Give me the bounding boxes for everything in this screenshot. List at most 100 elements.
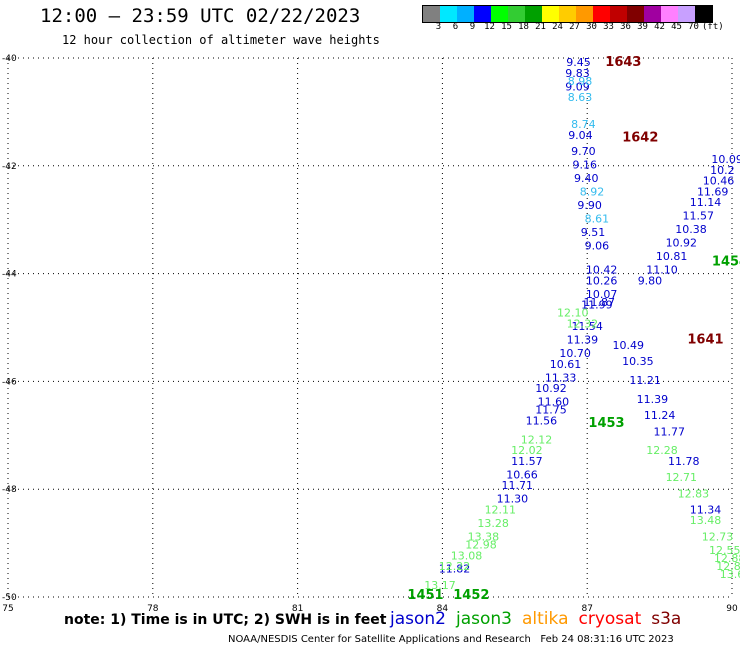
swh-point-label: 11.33	[545, 371, 577, 384]
color-scale-label: 18	[518, 22, 529, 32]
swh-point-label: 12.12	[521, 433, 553, 446]
color-scale-label: 15	[501, 22, 512, 32]
color-swatch	[695, 6, 712, 22]
swh-point-label: 10.38	[675, 223, 707, 236]
swh-point-label: 11.57	[511, 455, 543, 468]
color-scale-label: 9	[469, 22, 476, 32]
color-swatch	[627, 6, 644, 22]
color-scale-label: 21	[535, 22, 546, 32]
pass-time-label: 1641	[687, 333, 723, 348]
pass-labels: 1643 1642 1641 1454 1453 1452 1451	[407, 55, 740, 603]
swh-point-label: 10.49	[612, 339, 644, 352]
color-swatch	[610, 6, 627, 22]
pass-time-label: 1452	[453, 588, 489, 603]
swh-point-label: 11.39	[567, 334, 599, 347]
color-scale-label: 3	[435, 22, 442, 32]
color-swatch	[423, 6, 440, 22]
color-scale-label: 42	[654, 22, 665, 32]
color-scale-label: 36	[620, 22, 631, 32]
swh-point-label: 8.63	[568, 91, 593, 104]
swh-point-label: 11.87	[584, 296, 616, 309]
y-tick-label: -50	[2, 593, 17, 603]
swh-point-label: 9.09	[565, 80, 590, 93]
swh-point-label: 12.02	[511, 444, 543, 457]
axis-ticks: 75 78 81 84 87 90 -40 -42 -44 -46 -48 -50	[2, 54, 738, 614]
swh-point-label: 10.35	[622, 355, 654, 368]
swh-point-label: 10.92	[535, 382, 567, 395]
swh-point-label: 12.80	[716, 560, 740, 573]
swh-point-label: 12.28	[646, 444, 678, 457]
color-scale-label: 45	[671, 22, 682, 32]
swh-point-label: 12.10	[557, 307, 589, 320]
swh-point-label: 10.26	[586, 274, 618, 287]
y-tick-label: -40	[2, 54, 17, 64]
color-scale-bar	[422, 5, 713, 23]
swh-point-label: 13.38	[468, 530, 500, 543]
x-tick-label: 78	[147, 604, 159, 614]
swh-point-label: 11.56	[526, 415, 558, 428]
swh-point-label: 13.28	[477, 517, 509, 530]
swh-point-label: 12.22	[439, 560, 471, 573]
color-swatch	[559, 6, 576, 22]
swh-point-label: 9.80	[638, 274, 663, 287]
color-swatch	[474, 6, 491, 22]
swh-point-label: 13.6	[720, 568, 740, 581]
swh-point-label: 11.24	[644, 409, 676, 422]
credit-text: NOAA/NESDIS Center for Satellite Applica…	[228, 634, 674, 645]
swh-point-label: 10.70	[559, 347, 591, 360]
legend-jason2: jason2	[390, 609, 446, 629]
swh-point-label: 13.17	[424, 579, 456, 592]
swh-point-label: 9.83	[565, 67, 590, 80]
swh-point-label: 10.81	[656, 250, 688, 263]
data-labels: 9.459.839.09 9.04 9.709.169.40 9.90 9.519.06…	[424, 56, 740, 592]
legend-altika: altika	[522, 609, 569, 629]
legend-s3a: s3a	[651, 609, 682, 629]
swh-point-label: 11.77	[654, 425, 686, 438]
swh-point-label: 12.55	[709, 544, 740, 557]
swh-point-label: 12.88	[714, 552, 740, 565]
swh-point-label: 9.04	[568, 129, 593, 142]
swh-point-label: 12.83	[678, 487, 710, 500]
swh-point-label: 12.71	[666, 471, 698, 484]
y-tick-label: -44	[2, 270, 17, 280]
swh-point-label: 11.21	[629, 374, 661, 387]
swh-point-label: 12.32	[567, 318, 599, 331]
swh-point-label: 11.60	[538, 396, 570, 409]
color-swatch	[593, 6, 610, 22]
legend-cryosat: cryosat	[578, 609, 642, 629]
color-scale-label: 27	[569, 22, 580, 32]
swh-point-label: 9.90	[577, 199, 602, 212]
swh-point-label: 11.30	[497, 493, 529, 506]
color-scale-label: (ft)	[702, 22, 724, 32]
swh-point-label: 8.61	[585, 212, 610, 225]
color-swatch	[457, 6, 474, 22]
swh-point-label: 8.92	[580, 185, 605, 198]
legend-jason3: jason3	[456, 609, 512, 629]
swh-point-label: 12.98	[465, 538, 497, 551]
swh-point-label: 9.16	[573, 158, 598, 171]
x-tick-label: 90	[726, 604, 738, 614]
color-scale-label: 12	[484, 22, 495, 32]
x-tick-label: 87	[581, 604, 592, 614]
swh-point-label: 11.75	[535, 404, 567, 417]
color-swatch	[440, 6, 457, 22]
swh-point-label: 9.45	[566, 56, 591, 69]
color-swatch	[508, 6, 525, 22]
swh-point-label: 9.51	[581, 226, 606, 239]
swh-point-label: 9.70	[571, 145, 596, 158]
color-scale-label: 30	[586, 22, 597, 32]
color-scale-label: 39	[637, 22, 648, 32]
swh-point-label: 11.99	[581, 299, 613, 312]
swh-point-label: 11.39	[637, 393, 669, 406]
swh-point-label: 10.09	[711, 153, 740, 166]
swh-point-label: 13.48	[690, 514, 722, 527]
y-tick-label: -46	[2, 377, 17, 387]
swh-point-label: 11.54	[571, 320, 603, 333]
swh-point-label: 9.06	[585, 239, 610, 252]
x-tick-label: 81	[292, 604, 303, 614]
swh-point-label: 12.73	[702, 530, 734, 543]
swh-point-label: 9.40	[574, 172, 599, 185]
color-swatch	[525, 6, 542, 22]
swh-point-label: 11.69	[697, 185, 729, 198]
swh-point-label: 10.2	[710, 164, 735, 177]
